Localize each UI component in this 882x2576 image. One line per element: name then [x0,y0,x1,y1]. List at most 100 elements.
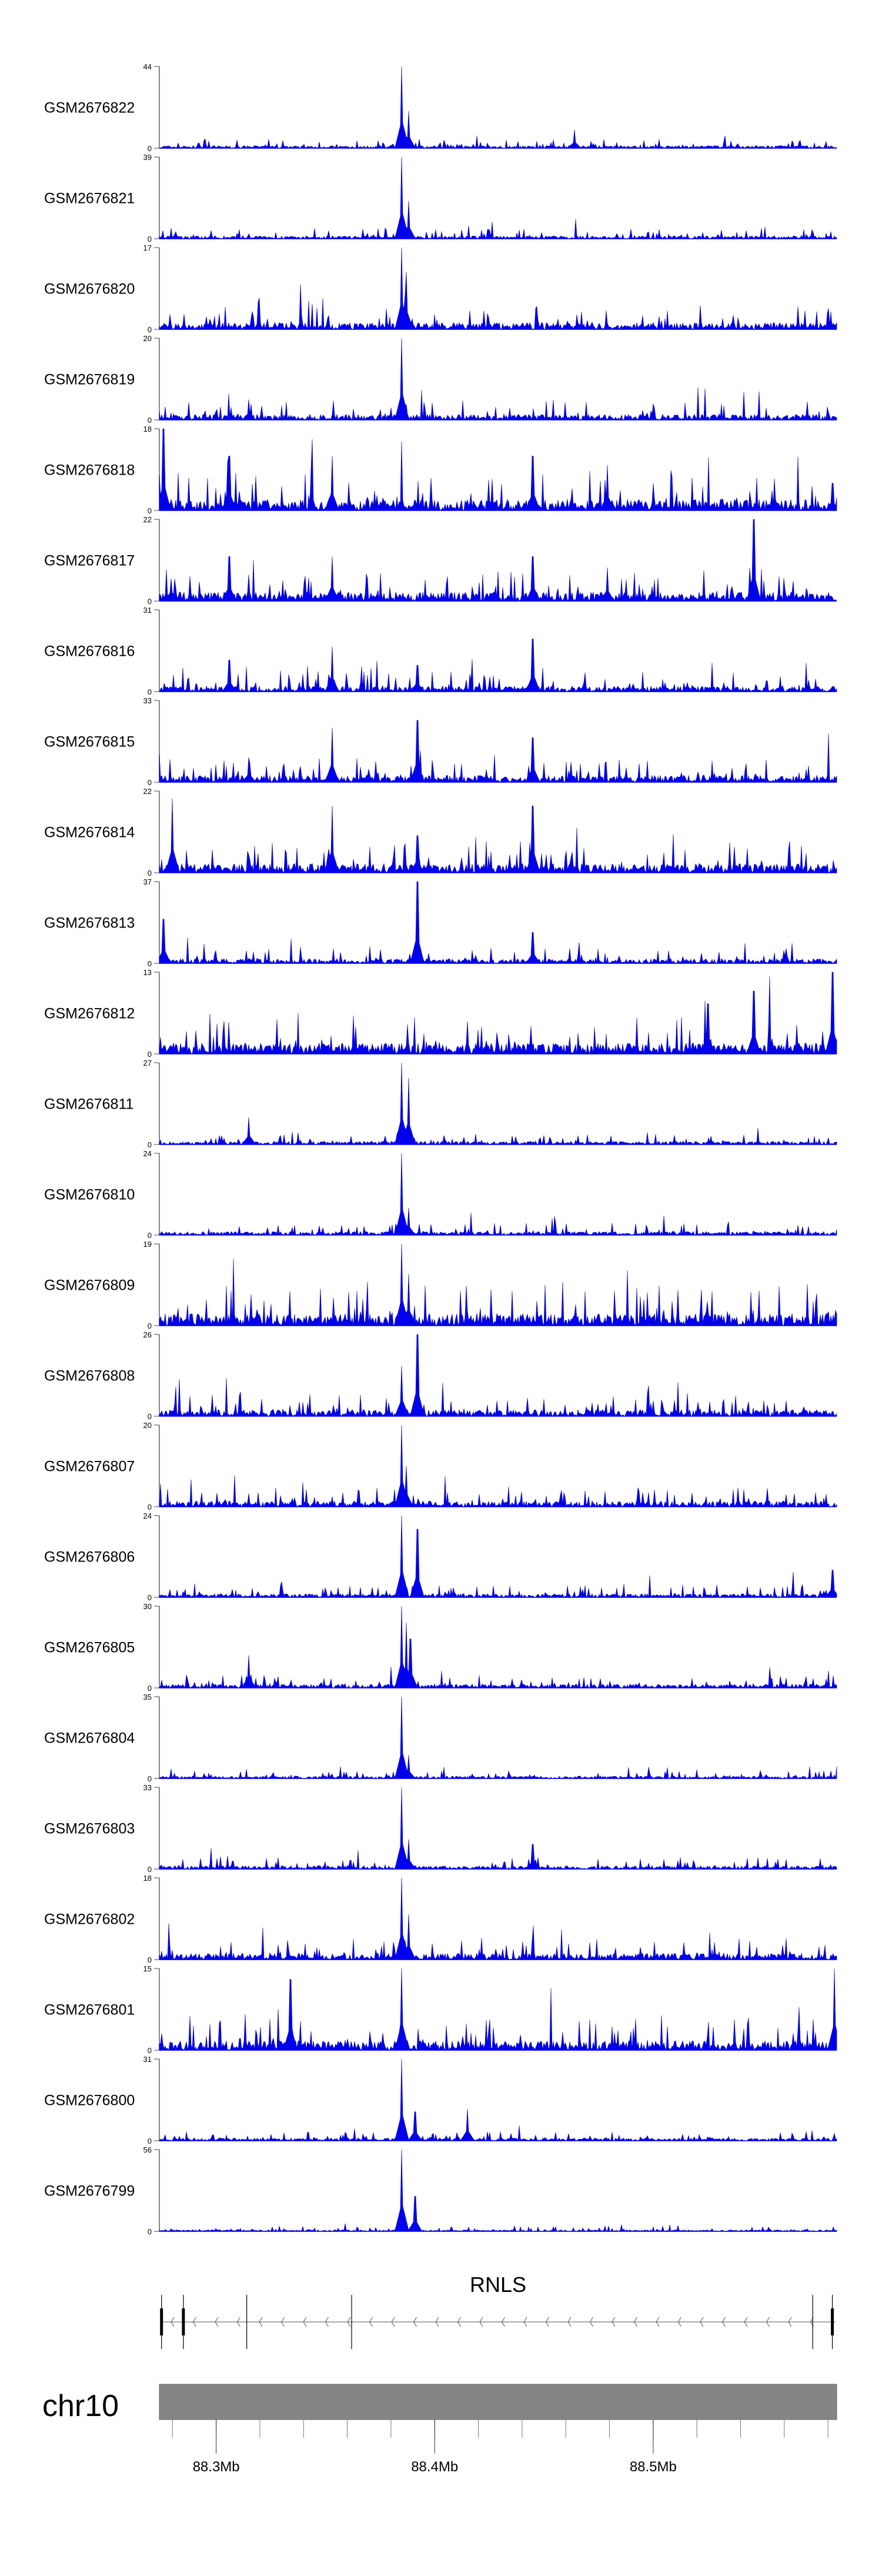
y-tick-label-zero: 0 [148,2227,152,2236]
gene-label: RNLS [470,2273,526,2297]
track-name: GSM2676814 [44,825,135,841]
y-tick-label-max: 30 [143,1602,152,1611]
strand-arrow-icon [677,2317,681,2327]
y-tick-label-max: 18 [143,425,152,433]
major-tick-label: 88.5Mb [630,2459,677,2475]
track-GSM2676801: GSM2676801 15 0 [44,1964,837,2055]
strand-arrow-icon [766,2317,770,2327]
signal-area [159,2149,837,2232]
y-tick-label-zero: 0 [148,1140,152,1149]
y-tick-label-max: 19 [143,1240,152,1249]
signal-area [159,798,837,873]
gene-track: RNLS [160,2273,836,2349]
track-GSM2676811: GSM2676811 27 0 [44,1059,837,1149]
exon [182,2308,185,2335]
track-GSM2676816: GSM2676816 31 0 [44,606,837,696]
strand-arrow-icon [589,2317,593,2327]
signal-area [159,338,837,421]
strand-arrow-icon [612,2317,616,2327]
track-name: GSM2676801 [44,2002,135,2018]
y-tick-label-max: 20 [143,1421,152,1430]
y-tick-label-zero: 0 [148,1322,152,1330]
track-GSM2676820: GSM2676820 17 0 [44,243,837,334]
chromosome-axis: chr10 88.3Mb 88.4Mb 88.5Mb [42,2384,837,2475]
y-tick-label-zero: 0 [148,325,152,334]
y-tick-label-max: 15 [143,1964,152,1973]
track-name: GSM2676804 [44,1730,135,1747]
exon [160,2308,163,2335]
track-GSM2676807: GSM2676807 20 0 [44,1421,837,1511]
strand-arrow-icon [656,2317,660,2327]
chromosome-label: chr10 [42,2389,119,2423]
y-tick-label-max: 24 [143,1149,152,1158]
y-tick-label-max: 24 [143,1511,152,1520]
signal-area [159,428,837,511]
track-GSM2676809: GSM2676809 19 0 [44,1240,837,1330]
track-name: GSM2676802 [44,1911,135,1928]
track-name: GSM2676805 [44,1640,135,1656]
strand-arrow-icon [369,2317,373,2327]
y-tick-label-max: 27 [143,1059,152,1067]
y-tick-label-max: 20 [143,334,152,343]
major-tick-label: 88.4Mb [411,2459,458,2475]
strand-arrow-icon [236,2317,240,2327]
y-tick-label-zero: 0 [148,869,152,877]
strand-arrow-icon [633,2317,637,2327]
strand-arrow-icon [457,2317,461,2327]
track-GSM2676817: GSM2676817 22 0 [44,515,837,606]
strand-arrow-icon [744,2317,748,2327]
strand-arrow-icon [303,2317,307,2327]
signal-area [159,1877,837,1961]
y-tick-label-zero: 0 [148,235,152,243]
strand-arrow-icon [325,2317,329,2327]
strand-arrow-icon [545,2317,549,2327]
y-tick-label-zero: 0 [148,1774,152,1783]
signal-area [159,1334,837,1417]
track-GSM2676800: GSM2676800 31 0 [44,2055,837,2145]
y-tick-label-max: 33 [143,696,152,705]
exon [831,2308,834,2335]
y-tick-label-max: 56 [143,2145,152,2154]
track-GSM2676812: GSM2676812 13 0 [44,968,837,1059]
y-tick-label-zero: 0 [148,778,152,787]
signal-area [159,1062,837,1145]
signal-area [159,156,837,239]
track-GSM2676815: GSM2676815 33 0 [44,696,837,787]
track-name: GSM2676803 [44,1821,135,1837]
signal-area [159,881,837,964]
track-name: GSM2676808 [44,1368,135,1384]
track-GSM2676821: GSM2676821 39 0 [44,153,837,243]
signal-area [159,972,837,1055]
track-name: GSM2676811 [44,1096,133,1113]
strand-arrow-icon [215,2317,219,2327]
strand-arrow-icon [721,2317,726,2327]
strand-arrow-icon [788,2317,792,2327]
strand-arrow-icon [567,2317,572,2327]
y-tick-label-zero: 0 [148,688,152,696]
signal-area [159,1606,837,1689]
y-tick-label-zero: 0 [148,506,152,515]
y-tick-label-max: 33 [143,1783,152,1792]
y-tick-label-max: 31 [143,2055,152,2064]
track-name: GSM2676809 [44,1277,135,1294]
strand-arrow-icon [501,2317,505,2327]
y-tick-label-zero: 0 [148,1593,152,1602]
track-GSM2676803: GSM2676803 33 0 [44,1783,837,1874]
track-name: GSM2676800 [44,2093,135,2109]
y-tick-label-max: 22 [143,515,152,524]
y-tick-label-max: 26 [143,1330,152,1339]
y-tick-label-max: 17 [143,243,152,252]
strand-arrow-icon [391,2317,395,2327]
track-name: GSM2676816 [44,643,135,660]
y-tick-label-max: 31 [143,606,152,615]
y-tick-label-zero: 0 [148,597,152,606]
y-tick-label-zero: 0 [148,144,152,153]
signal-area [159,1153,837,1236]
major-tick-label: 88.3Mb [193,2459,240,2475]
signal-tracks: GSM2676822440GSM2676821390GSM2676820170G… [44,62,837,2236]
track-GSM2676799: GSM2676799 56 0 [44,2145,837,2236]
y-tick-label-max: 35 [143,1693,152,1701]
track-GSM2676802: GSM2676802 18 0 [44,1874,837,1964]
y-tick-label-max: 44 [143,62,152,71]
y-tick-label-max: 13 [143,968,152,977]
